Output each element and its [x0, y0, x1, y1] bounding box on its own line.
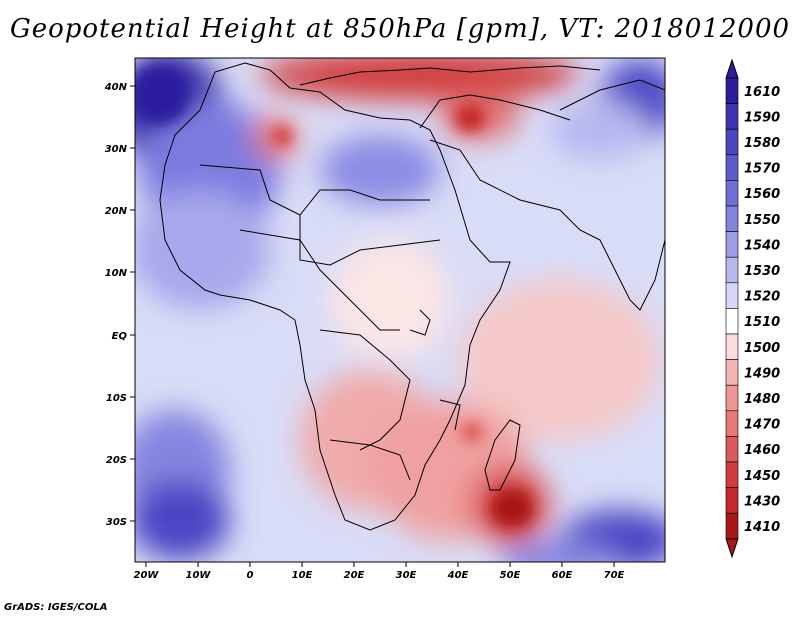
- colorbar-label: 1590: [744, 110, 780, 125]
- colorbar-swatch: [725, 333, 739, 360]
- coastlines: [159, 62, 665, 531]
- colorbar-label: 1570: [744, 162, 780, 177]
- colorbar-label: 1510: [744, 315, 780, 330]
- lon-label: 70E: [604, 570, 625, 581]
- colorbar-label: 1480: [744, 392, 780, 407]
- lat-label: 30N: [105, 144, 128, 155]
- longitude-axis: 20W 10W 0 10E 20E 30E 40E 50E 60E 70E: [134, 562, 625, 581]
- colorbar-label: 1550: [744, 213, 780, 228]
- lon-label: 10E: [292, 570, 313, 581]
- colorbar-label: 1460: [744, 443, 780, 458]
- lat-label: 20S: [106, 455, 127, 466]
- colorbar: 1610 1590 1580 1570 1560 1550 1540 1530 1520 1510…: [725, 58, 780, 559]
- colorbar-label: 1410: [744, 520, 780, 535]
- colorbar-label: 1500: [744, 341, 780, 356]
- colorbar-swatch: [725, 359, 739, 386]
- lon-label: 20W: [134, 570, 160, 581]
- lon-label: 0: [247, 570, 254, 581]
- colorbar-bottom-arrow: [725, 538, 739, 559]
- lat-label: 20N: [105, 206, 128, 217]
- colorbar-swatch: [725, 128, 739, 156]
- colorbar-label: 1470: [744, 418, 780, 433]
- lat-label: 10N: [105, 268, 128, 279]
- colorbar-swatch: [725, 384, 739, 412]
- colorbar-swatch: [725, 180, 739, 207]
- colorbar-label: 1490: [744, 366, 780, 381]
- lon-label: 50E: [500, 570, 521, 581]
- colorbar-swatch: [725, 77, 739, 104]
- colorbar-label: 1560: [744, 187, 780, 202]
- colorbar-swatch: [725, 256, 739, 284]
- lat-label: 30S: [106, 517, 127, 528]
- colorbar-label: 1610: [744, 85, 780, 100]
- map-frame: [134, 57, 666, 563]
- colorbar-swatch: [725, 282, 739, 309]
- grads-credit: GrADS: IGES/COLA: [4, 602, 108, 613]
- lat-label: 40N: [104, 82, 128, 93]
- colorbar-swatch: [725, 154, 739, 181]
- colorbar-swatch: [725, 512, 739, 540]
- lat-label: 10S: [106, 393, 127, 404]
- lon-label: 60E: [552, 570, 573, 581]
- colorbar-swatch: [725, 436, 739, 463]
- colorbar-swatch: [725, 103, 739, 130]
- latitude-axis: 40N 30N 20N 10N EQ 10S 20S 30S: [104, 82, 135, 528]
- lat-label: EQ: [112, 331, 128, 342]
- colorbar-label: 1540: [744, 238, 780, 253]
- colorbar-label: 1530: [744, 264, 780, 279]
- lon-label: 40E: [447, 570, 469, 581]
- colorbar-swatch: [725, 231, 739, 258]
- colorbar-label: 1520: [744, 290, 780, 305]
- lon-label: 20E: [344, 570, 365, 581]
- colorbar-label: 1450: [744, 469, 780, 484]
- colorbar-top-arrow: [725, 58, 739, 79]
- map-title: Geopotential Height at 850hPa [gpm], VT:…: [9, 14, 791, 44]
- colorbar-swatch: [725, 308, 739, 335]
- lon-label: 10W: [186, 570, 212, 581]
- colorbar-label: 1580: [744, 136, 780, 151]
- height-field: [135, 58, 665, 562]
- colorbar-swatch: [725, 410, 739, 437]
- colorbar-swatch: [725, 205, 739, 232]
- colorbar-swatch: [725, 487, 739, 514]
- colorbar-swatch: [725, 461, 739, 488]
- lon-label: 30E: [396, 570, 417, 581]
- colorbar-label: 1430: [744, 494, 780, 509]
